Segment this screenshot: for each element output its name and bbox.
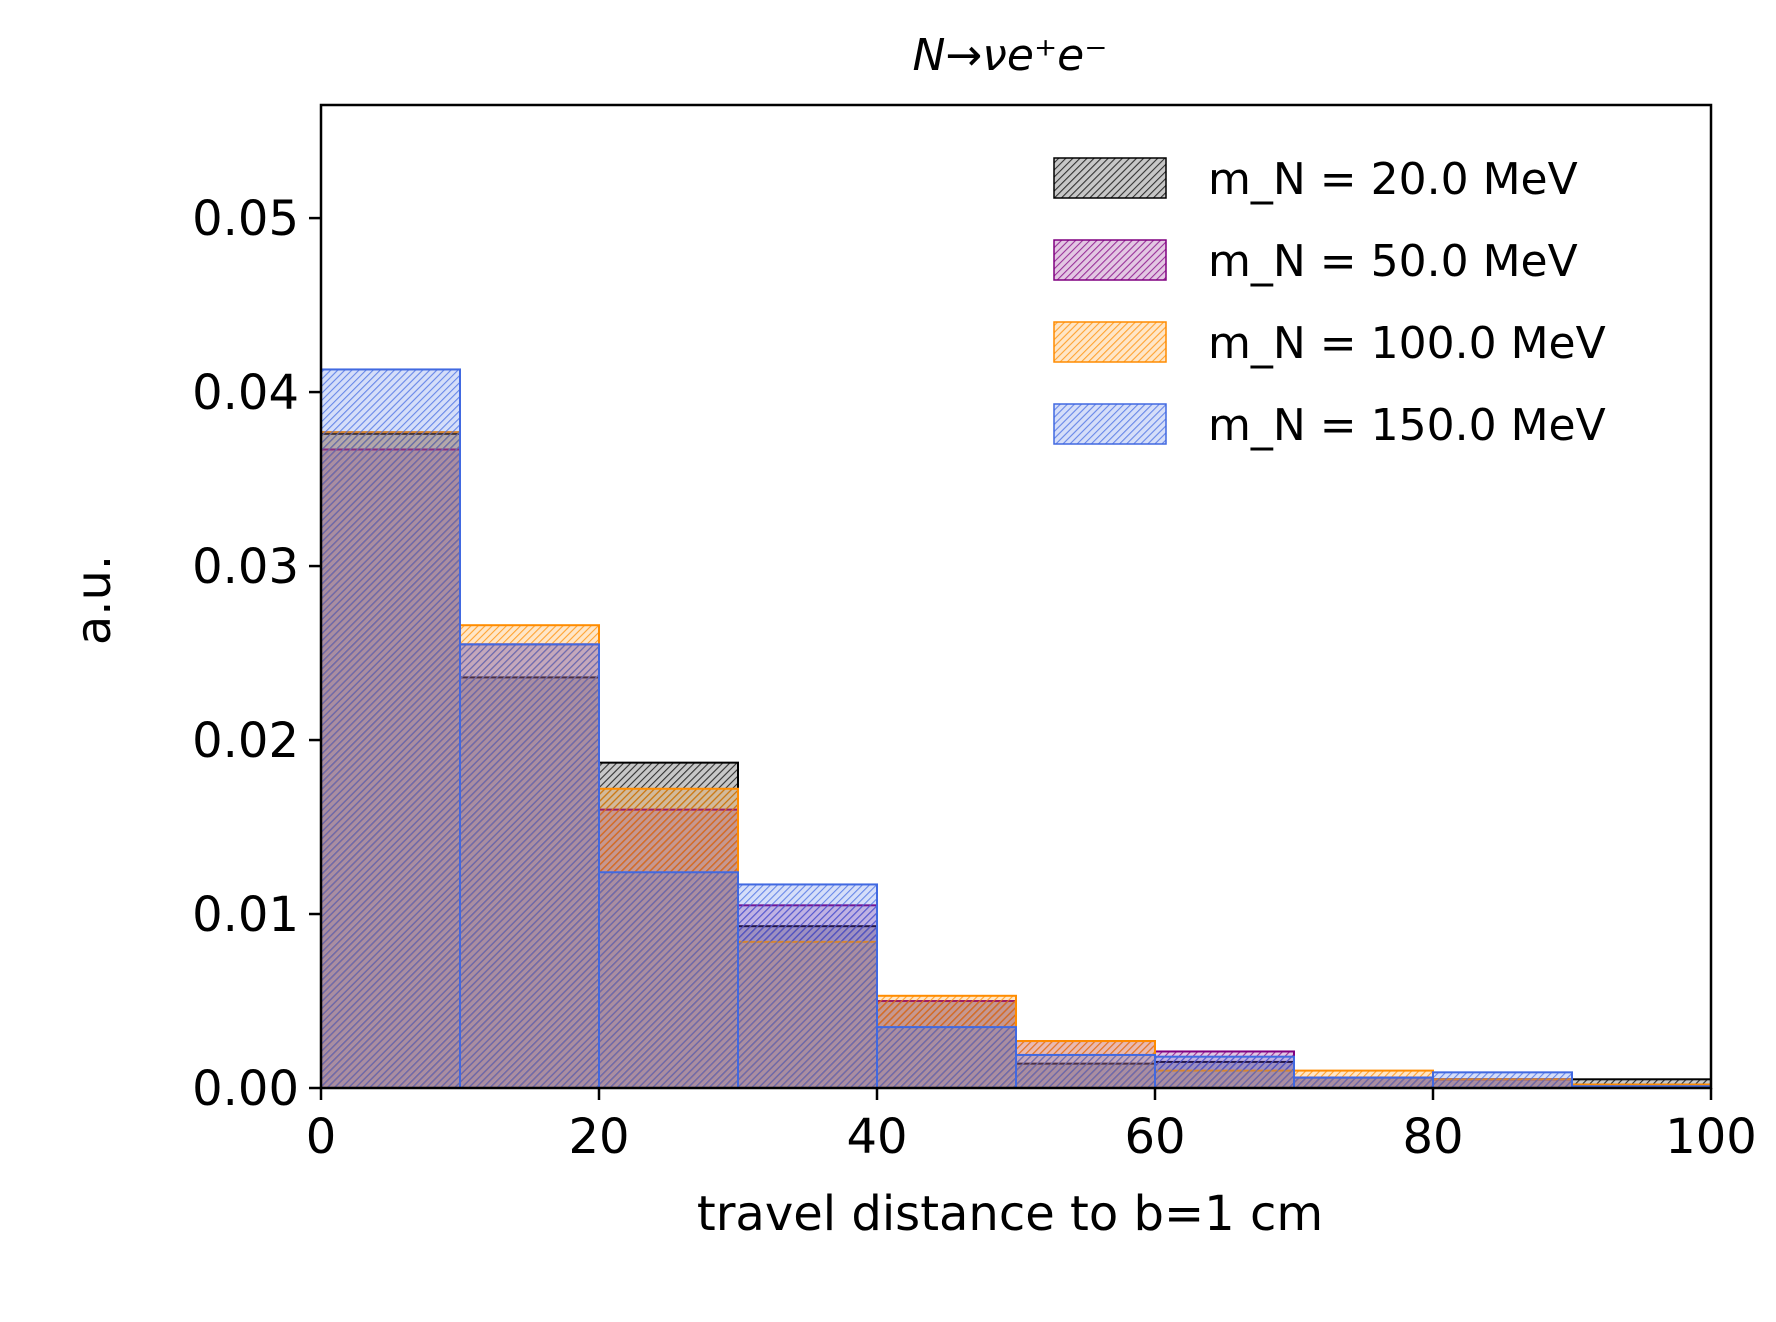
histogram-bar bbox=[1293, 1076, 1434, 1089]
histogram-bar bbox=[598, 871, 739, 1090]
legend-label-1: m_N = 50.0 MeV bbox=[1208, 236, 1578, 287]
x-tick-label: 0 bbox=[306, 1109, 337, 1165]
legend-swatch-0 bbox=[1053, 157, 1167, 199]
histogram-bar bbox=[1015, 1053, 1156, 1089]
plot-frame bbox=[319, 103, 1713, 1090]
y-axis-label: a.u. bbox=[66, 555, 122, 645]
legend: m_N = 20.0 MeV m_N = 50.0 MeV m_N = 100.0 … bbox=[1053, 154, 1606, 451]
y-tick-label: 0.03 bbox=[192, 539, 299, 595]
legend-swatch-3 bbox=[1053, 403, 1167, 445]
histogram-bar bbox=[320, 368, 461, 1089]
x-tick-label: 100 bbox=[1665, 1109, 1757, 1165]
y-tick-label: 0.02 bbox=[192, 713, 299, 769]
histogram-bars bbox=[320, 368, 1712, 1090]
histogram-bar bbox=[459, 643, 600, 1090]
axes: 0 20 40 60 80 100 0.00 0.01 0.02 0.03 0.04 0.05 bbox=[192, 103, 1757, 1165]
histogram-bar bbox=[737, 883, 878, 1090]
legend-label-3: m_N = 150.0 MeV bbox=[1208, 400, 1606, 451]
series-3-bars bbox=[320, 368, 1712, 1090]
legend-label-0: m_N = 20.0 MeV bbox=[1208, 154, 1578, 205]
legend-swatch-1 bbox=[1053, 239, 1167, 281]
y-tick-label: 0.01 bbox=[192, 887, 299, 943]
histogram-bar bbox=[876, 1026, 1017, 1090]
legend-label-2: m_N = 100.0 MeV bbox=[1208, 318, 1606, 369]
x-tick-label: 60 bbox=[1124, 1109, 1185, 1165]
histogram-bar bbox=[1154, 1055, 1295, 1090]
y-tick-label: 0.05 bbox=[192, 191, 299, 247]
legend-swatch-2 bbox=[1053, 321, 1167, 363]
x-tick-label: 80 bbox=[1402, 1109, 1463, 1165]
chart-title: N→νe⁺e⁻ bbox=[913, 30, 1108, 81]
x-axis-label: travel distance to b=1 cm bbox=[697, 1186, 1323, 1242]
x-tick-label: 40 bbox=[846, 1109, 907, 1165]
histogram-bar bbox=[1432, 1071, 1573, 1089]
y-tick-label: 0.00 bbox=[192, 1061, 299, 1117]
x-tick-label: 20 bbox=[568, 1109, 629, 1165]
y-tick-label: 0.04 bbox=[192, 365, 299, 421]
